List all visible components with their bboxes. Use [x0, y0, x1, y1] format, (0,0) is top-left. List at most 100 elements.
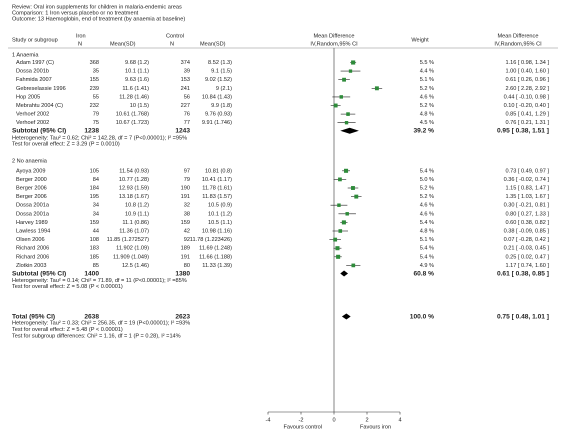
weight: 5.0 %	[420, 177, 434, 183]
control-n: 39	[184, 69, 190, 75]
col-method: IV,Random,95% CI	[310, 41, 358, 47]
iron-n: 195	[90, 194, 99, 200]
ci-label: 0.60 [ 0.38, 0.82 ]	[505, 220, 549, 226]
ci-label: 1.17 [ 0.74, 1.60 ]	[505, 263, 549, 269]
study-square	[341, 220, 346, 225]
study-name: Verhoef 2002	[16, 112, 49, 118]
iron-mean-sd: 12.93 (1.59)	[119, 185, 149, 191]
weight: 5.4 %	[420, 220, 434, 226]
iron-mean-sd: 10.67 (1.723)	[116, 120, 149, 126]
subtotal-label: Subtotal (95% CI)	[12, 270, 66, 277]
weight: 60.8 %	[413, 270, 434, 277]
ci-label: 1.00 [ 0.40, 1.60 ]	[505, 69, 549, 75]
control-mean-sd: 9.1 (1.5)	[211, 69, 232, 75]
control-n: 80	[184, 263, 190, 269]
iron-n: 183	[90, 246, 99, 252]
col-control: Control	[166, 33, 184, 39]
weight: 5.2 %	[420, 185, 434, 191]
control-mean-sd: 9 (2.1)	[216, 86, 232, 92]
control-mean-sd: 10.84 (1.43)	[202, 94, 232, 100]
x-tick-label: 4	[398, 417, 401, 423]
total-note: Test for subgroup differences: Chi² = 1.…	[12, 333, 181, 339]
study-square	[339, 95, 343, 99]
iron-n: 1400	[84, 270, 99, 277]
control-n: 56	[184, 94, 190, 100]
iron-n: 239	[90, 86, 99, 92]
col-weight: Weight	[411, 37, 429, 43]
iron-mean-sd: 11.909 (1.049)	[113, 254, 149, 260]
weight: 4.6 %	[420, 94, 434, 100]
weight: 4.9 %	[420, 263, 434, 269]
study-name: Ayoya 2009	[16, 168, 45, 174]
iron-mean-sd: 11.902 (1.09)	[116, 246, 149, 252]
control-n: 191	[181, 194, 190, 200]
study-name: Olsen 2006	[16, 237, 45, 243]
study-square	[345, 212, 349, 216]
iron-mean-sd: 10.9 (1.1)	[125, 211, 149, 217]
iron-n: 55	[93, 94, 99, 100]
ci-label: 0.30 [ -0.21, 0.81 ]	[504, 203, 550, 209]
control-mean-sd: 10.5 (1.1)	[208, 220, 232, 226]
control-n: 191	[181, 254, 190, 260]
heterogeneity: Heterogeneity: Tau² = 0.62; Chi² = 142.2…	[12, 135, 187, 141]
ci-label: 2.60 [ 2.28, 2.92 ]	[505, 86, 549, 92]
control-n: 159	[181, 220, 190, 226]
iron-mean-sd: 9.68 (1.2)	[125, 60, 149, 66]
control-mean-sd: 10.5 (0.9)	[208, 203, 232, 209]
ci-label: 0.25 [ 0.02, 0.47 ]	[505, 254, 549, 260]
study-name: Zlotkin 2003	[16, 263, 46, 269]
control-n: 79	[184, 177, 190, 183]
outcome: Outcome: 13 Haemoglobin, end of treatmen…	[12, 16, 185, 22]
control-mean-sd: 11.69 (1.248)	[199, 246, 232, 252]
control-mean-sd: 9.91 (1.746)	[202, 120, 232, 126]
iron-n: 75	[93, 120, 99, 126]
study-name: Dossa 2001a	[16, 203, 50, 209]
weight: 4.6 %	[420, 203, 434, 209]
ci-label: 0.76 [ 0.21, 1.31 ]	[505, 120, 549, 126]
study-square	[342, 77, 346, 82]
review: Review: Oral iron supplements for childr…	[12, 4, 182, 10]
control-mean-sd: 11.33 (1.39)	[202, 263, 232, 269]
col-md: Mean Difference	[498, 33, 539, 39]
iron-n: 44	[93, 228, 99, 234]
iron-mean-sd: 11.36 (1.07)	[119, 228, 149, 234]
iron-n: 185	[90, 254, 99, 260]
study-name: Hop 2005	[16, 94, 40, 100]
control-n: 1243	[175, 128, 190, 135]
weight: 4.8 %	[420, 112, 434, 118]
control-n: 76	[184, 112, 190, 118]
overall-effect: Test for overall effect: Z = 5.08 (P < 0…	[12, 284, 123, 290]
x-tick-label: -4	[266, 417, 271, 423]
study-square	[354, 194, 359, 199]
control-mean-sd: 11.83 (1.57)	[202, 194, 232, 200]
study-name: Berger 2006	[16, 185, 47, 191]
study-name: Adam 1997 (C)	[16, 60, 54, 66]
control-n: 374	[181, 60, 190, 66]
study-square	[351, 263, 356, 268]
study-square	[335, 246, 340, 251]
study-name: Dossa 2001b	[16, 69, 49, 75]
weight: 5.5 %	[420, 60, 434, 66]
iron-n: 35	[93, 69, 99, 75]
study-name: Fahmida 2007	[16, 77, 52, 83]
weight: 39.2 %	[413, 128, 434, 135]
iron-n: 108	[90, 237, 99, 243]
ci-label: 1.15 [ 0.83, 1.47 ]	[505, 185, 549, 191]
study-square	[344, 168, 349, 173]
x-label-right: Favours iron	[360, 424, 391, 430]
x-tick-label: 2	[365, 417, 368, 423]
study-square	[333, 103, 338, 108]
control-mean-sd: 10.1 (1.2)	[208, 211, 232, 217]
control-mean-sd: 9.02 (1.52)	[205, 77, 232, 83]
iron-mean-sd: 12.5 (1.46)	[122, 263, 149, 269]
weight: 4.8 %	[420, 228, 434, 234]
ci-label: 0.21 [ -0.03, 0.45 ]	[504, 246, 550, 252]
control-n: 190	[181, 185, 190, 191]
control-mean-sd: 11.78 (1.223426)	[190, 237, 232, 243]
summary-diamond	[341, 313, 351, 320]
study-square	[344, 121, 349, 125]
control-mean-sd: 10.98 (1.16)	[202, 228, 232, 234]
study-name: Dossa 2001a	[16, 211, 50, 217]
overall-effect: Test for overall effect: Z = 3.29 (P = 0…	[12, 141, 120, 147]
study-name: Lawless 1994	[16, 228, 50, 234]
